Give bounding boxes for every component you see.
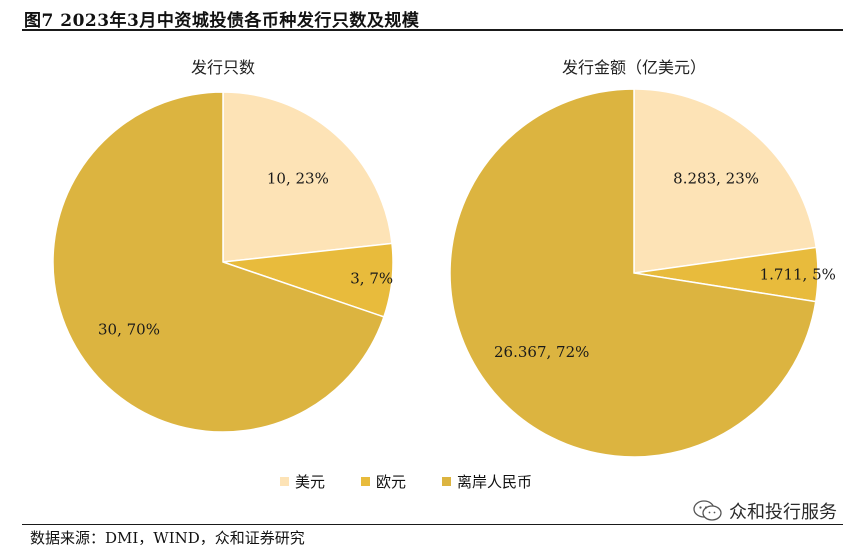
chart-2-label-eur: 1.711, 5% [760, 265, 836, 283]
chart-1-label-eur: 3, 7% [350, 269, 393, 287]
chart-1-slice-cnh [52, 91, 385, 433]
chart-2-slice-usd [633, 88, 818, 274]
top-rule [22, 29, 843, 31]
legend-item-cnh: 离岸人民币 [442, 471, 532, 492]
chart-1-label-usd: 10, 23% [267, 169, 329, 187]
source-note: 数据来源：DMI，WIND，众和证券研究 [30, 529, 305, 547]
chart-2-label-usd: 8.283, 23% [673, 170, 759, 188]
bottom-rule [22, 524, 843, 525]
watermark: 众和投行服务 [693, 498, 837, 524]
chart-2-label-cnh: 26.367, 72% [494, 343, 589, 361]
chart-1-slice-usd [222, 91, 393, 263]
chart-1-title: 发行只数 [191, 58, 255, 77]
legend: 美元 欧元 离岸人民币 [280, 471, 532, 492]
chart-1-label-cnh: 30, 70% [98, 320, 160, 338]
chart-2-slice-cnh [449, 88, 817, 458]
wechat-icon [693, 500, 722, 521]
legend-swatch-usd [280, 477, 289, 486]
legend-swatch-cnh [442, 477, 452, 486]
legend-label-eur: 欧元 [376, 473, 407, 491]
legend-item-usd: 美元 [280, 471, 325, 492]
chart-2-title: 发行金额（亿美元） [562, 58, 706, 77]
legend-label-cnh: 离岸人民币 [457, 473, 533, 491]
legend-swatch-eur [361, 477, 371, 486]
legend-item-eur: 欧元 [361, 471, 406, 492]
figure-title: 图7 2023年3月中资城投债各币种发行只数及规模 [24, 11, 420, 31]
watermark-text: 众和投行服务 [729, 502, 837, 523]
legend-label-usd: 美元 [295, 473, 326, 491]
